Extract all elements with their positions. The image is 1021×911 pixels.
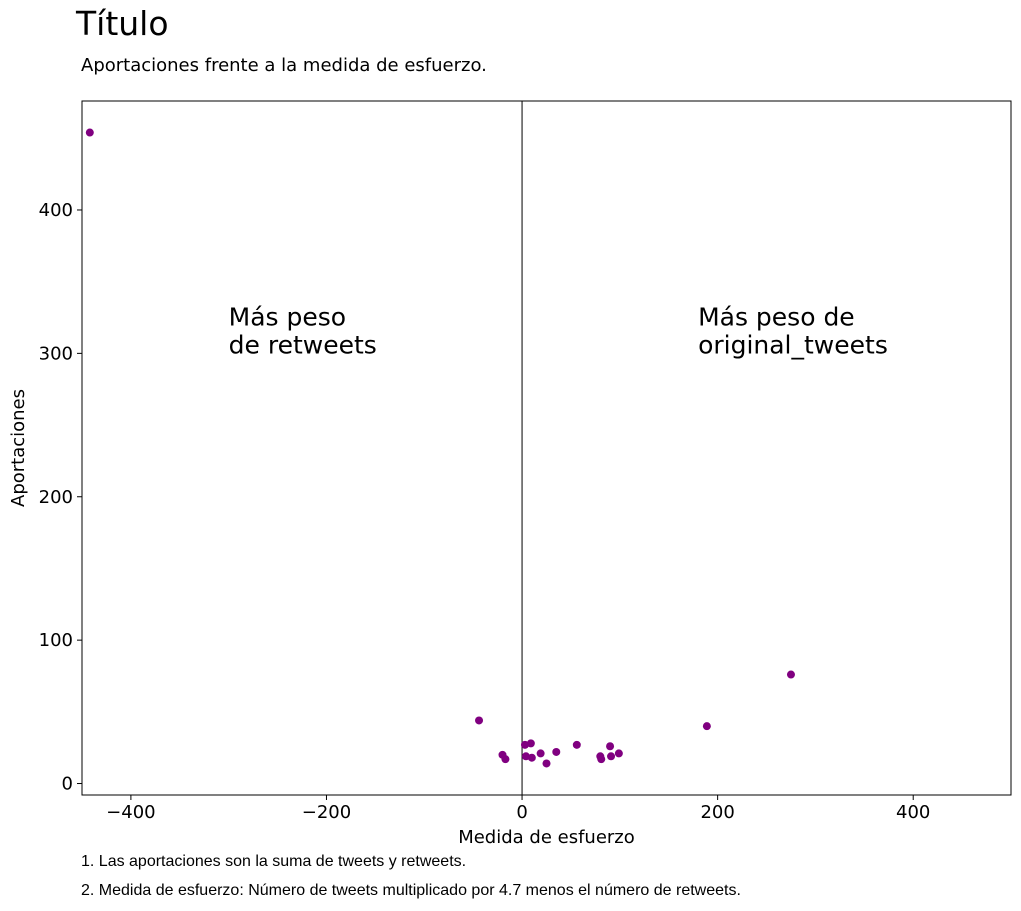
data-point: [597, 755, 606, 764]
points-layer: [85, 128, 795, 768]
data-point: [536, 749, 545, 758]
x-tick-label: 400: [896, 802, 930, 823]
data-point: [606, 742, 615, 751]
data-point: [85, 128, 94, 137]
data-point: [527, 753, 536, 762]
axes-layer: −400 −200 0 200 400 0 100 200 300 400 Medida de es…: [8, 100, 1012, 848]
data-point: [526, 739, 535, 748]
annotation-line: Más peso de: [698, 302, 855, 331]
x-axis-label: Medida de esfuerzo: [458, 827, 635, 848]
annotations-layer: Más peso de retweets Más peso de original_t…: [229, 302, 888, 359]
data-point: [702, 722, 711, 731]
annotation-text: Más peso de original_tweets: [698, 302, 888, 359]
y-axis-label: Aportaciones: [8, 389, 29, 507]
plot-frame: [81, 100, 1012, 796]
data-point: [614, 749, 623, 758]
data-point: [475, 716, 484, 725]
x-tick-label: 0: [516, 802, 527, 823]
y-tick-label: 0: [62, 774, 73, 795]
y-tick-label: 400: [39, 200, 73, 221]
y-tick-label: 200: [39, 487, 73, 508]
data-point: [607, 752, 616, 761]
y-tick-label: 100: [39, 630, 73, 651]
annotation-text: Más peso de retweets: [229, 302, 377, 359]
footnote-1: 1. Las aportaciones son la suma de tweet…: [81, 853, 467, 870]
x-tick-label: 200: [700, 802, 734, 823]
annotation-line: Más peso: [229, 302, 346, 331]
data-point: [786, 670, 795, 679]
x-tick-label: −200: [302, 802, 351, 823]
data-point: [542, 759, 551, 768]
page-title: Título: [76, 4, 169, 43]
footnote-2: 2. Medida de esfuerzo: Número de tweets …: [81, 882, 741, 899]
y-tick-label: 300: [39, 343, 73, 364]
data-point: [572, 740, 581, 749]
data-point: [552, 747, 561, 756]
x-tick-label: −400: [106, 802, 155, 823]
page-subtitle: Aportaciones frente a la medida de esfue…: [81, 55, 487, 76]
annotation-line: original_tweets: [698, 330, 888, 359]
data-point: [501, 755, 510, 764]
annotation-line: de retweets: [229, 330, 377, 359]
scatter-chart: −400 −200 0 200 400 0 100 200 300 400 Medida de es…: [8, 100, 1012, 848]
